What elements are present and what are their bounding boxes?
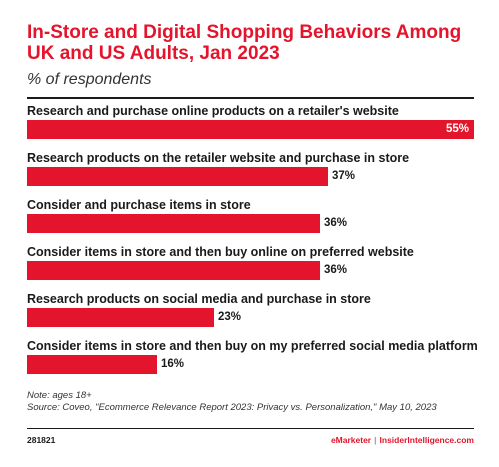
category-label: Research and purchase online products on… [27, 104, 399, 118]
value-label: 23% [218, 311, 242, 323]
brand-separator: | [374, 435, 377, 445]
value-label: 37% [332, 170, 356, 182]
value-label: 36% [324, 264, 348, 276]
value-label: 36% [324, 217, 348, 229]
value-label: 16% [161, 358, 185, 370]
chart-subtitle: % of respondents [27, 71, 152, 88]
top-divider [27, 97, 474, 99]
bar [27, 214, 320, 233]
chart-title: In-Store and Digital Shopping Behaviors … [27, 22, 462, 64]
value-label: 55% [446, 123, 470, 135]
category-label: Research products on the retailer websit… [27, 151, 410, 165]
chart-notes: Note: ages 18+ Source: Coveo, "Ecommerce… [27, 390, 477, 413]
category-label: Consider items in store and then buy on … [27, 339, 478, 353]
bar [27, 120, 474, 139]
source-text: Source: Coveo, "Ecommerce Relevance Repo… [27, 401, 437, 413]
chart-id: 281821 [27, 435, 56, 445]
category-label: Consider items in store and then buy onl… [27, 245, 414, 259]
bar [27, 355, 157, 374]
category-label: Research products on social media and pu… [27, 292, 371, 306]
brand-emarketer: eMarketer [330, 435, 372, 445]
note-text: Note: ages 18+ [27, 390, 92, 401]
bar [27, 167, 328, 186]
bar [27, 308, 214, 327]
bar [27, 261, 320, 280]
bottom-divider [27, 428, 474, 429]
brand-footer: eMarketer | InsiderIntelligence.com [331, 435, 474, 445]
brand-insider-intelligence: InsiderIntelligence.com [379, 435, 474, 445]
category-label: Consider and purchase items in store [27, 198, 251, 212]
